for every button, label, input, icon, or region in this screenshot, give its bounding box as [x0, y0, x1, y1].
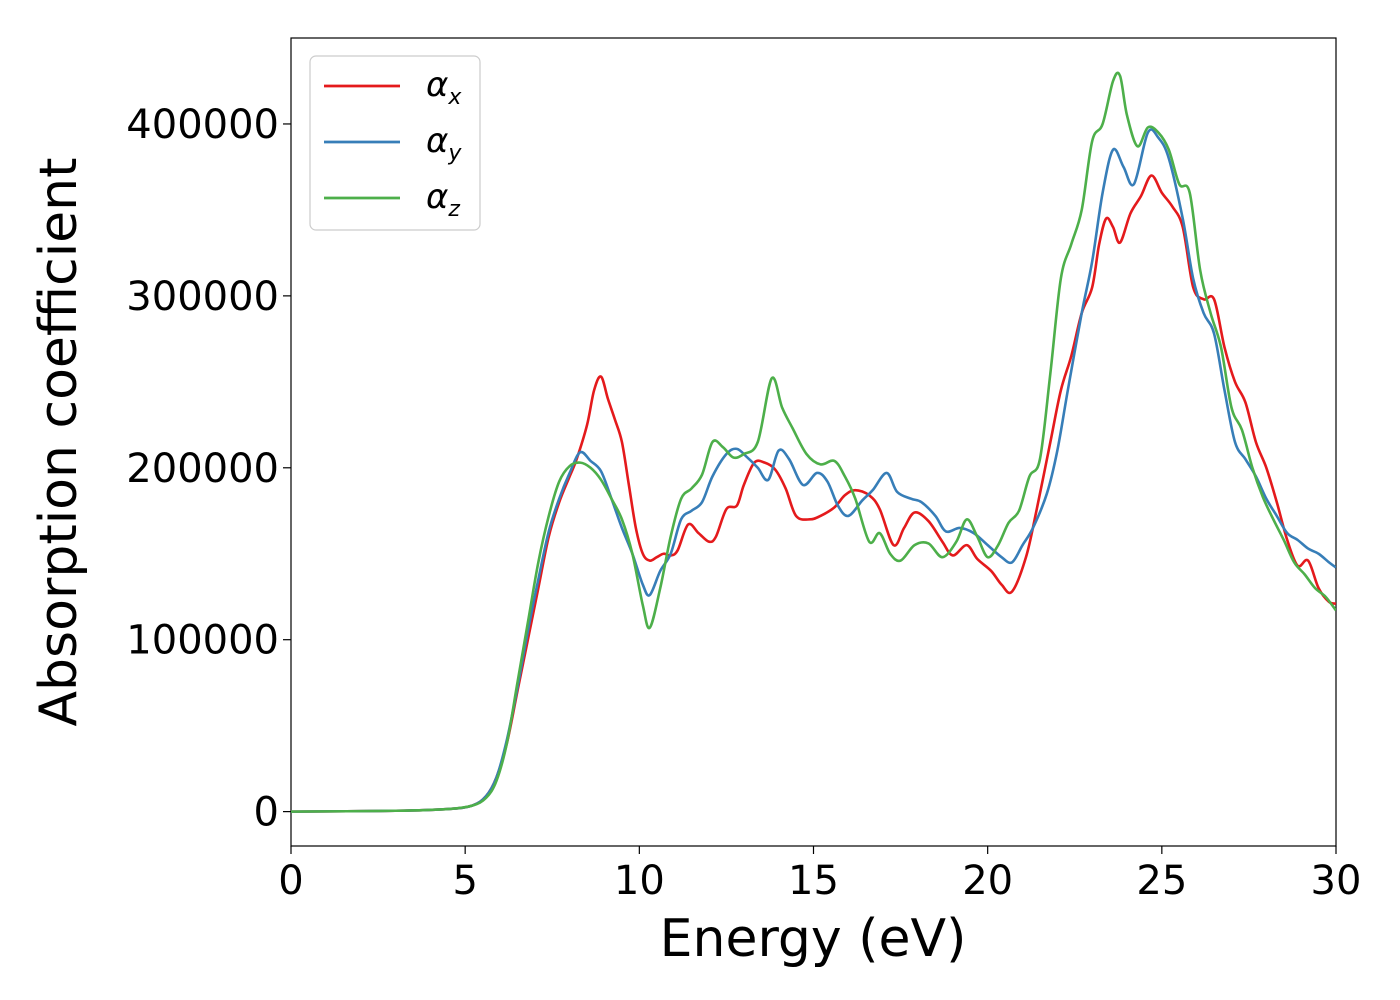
x-tick-label: 25 — [1136, 858, 1187, 904]
y-tick-label: 200000 — [126, 446, 279, 492]
y-axis: 0 100000 200000 300000 400000 — [126, 102, 291, 836]
legend-label-z: αz — [426, 177, 460, 222]
series-line-z — [291, 71, 1336, 813]
x-axis: 0 5 10 15 20 25 30 — [278, 846, 1361, 904]
x-tick-label: 10 — [614, 858, 665, 904]
series-line-x — [291, 174, 1336, 813]
y-axis-label: Absorption coefficient — [29, 157, 89, 726]
x-tick-label: 0 — [278, 858, 303, 904]
legend: αx αy αz — [309, 55, 481, 231]
legend-label-y: αy — [426, 121, 462, 166]
x-tick-label: 30 — [1311, 858, 1362, 904]
y-tick-label: 300000 — [126, 274, 279, 320]
legend-label-x: αx — [426, 65, 462, 110]
series-line-y — [291, 128, 1336, 813]
y-tick-label: 100000 — [126, 618, 279, 664]
y-tick-label: 0 — [254, 790, 279, 836]
x-tick-label: 5 — [452, 858, 477, 904]
x-tick-label: 20 — [962, 858, 1013, 904]
x-tick-label: 15 — [788, 858, 839, 904]
x-axis-label: Energy (eV) — [660, 909, 967, 969]
series-lines — [291, 71, 1336, 813]
y-tick-label: 400000 — [126, 102, 279, 148]
